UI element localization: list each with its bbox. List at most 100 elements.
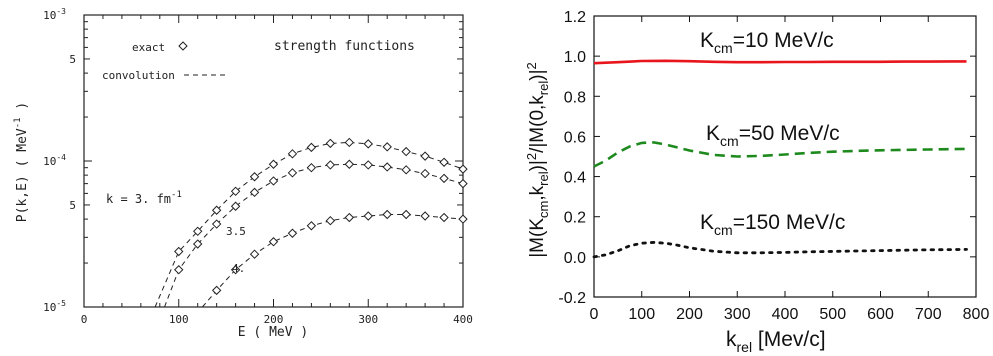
left-data-point <box>363 139 373 149</box>
right-x-tick-label: 100 <box>628 306 655 323</box>
left-data-point <box>268 159 279 169</box>
right-x-tick-label: 300 <box>724 306 751 323</box>
right-y-tick-label: 0.8 <box>564 89 586 106</box>
left-data-point <box>306 221 317 231</box>
right-y-tick-label: 0.4 <box>564 170 586 187</box>
right-plot-frame <box>593 15 977 298</box>
left-data-point <box>287 228 298 238</box>
left-y-axis-label: P(k,E) ( MeV-1 ) <box>13 102 30 222</box>
left-legend: exact convolution <box>102 41 228 82</box>
left-x-axis-label: E ( MeV ) <box>238 325 308 340</box>
right-series-line <box>593 141 967 168</box>
left-data-point <box>363 211 373 221</box>
left-data-point <box>325 138 336 149</box>
left-data-point <box>249 172 260 182</box>
left-fit-curve <box>164 163 464 308</box>
left-data-point <box>344 137 355 148</box>
left-data-point <box>401 146 411 157</box>
left-chart: 0 100 200 300 400 10-5 5 10-4 5 10-3 strength fu… <box>13 7 473 340</box>
left-data-point <box>306 162 317 173</box>
left-y-tick-label: 10-4 <box>43 153 66 168</box>
left-data-point <box>439 173 449 184</box>
left-data-point <box>249 187 260 198</box>
legend-exact-marker <box>178 41 188 51</box>
right-x-tick-labels: 0 100 200 300 400 500 600 700 800 <box>590 306 990 323</box>
left-data-point <box>174 246 184 257</box>
left-data-point <box>401 165 411 175</box>
left-chart-title: strength functions <box>274 39 415 54</box>
curve-label-4: 4. <box>232 262 245 275</box>
right-series-line <box>593 59 967 65</box>
left-x-tick-label: 400 <box>453 313 473 326</box>
left-data-point <box>211 205 222 215</box>
left-data-point <box>249 249 260 259</box>
right-x-tick-label: 600 <box>867 306 894 323</box>
right-x-tick-label: 700 <box>915 306 942 323</box>
left-data-point <box>382 209 392 220</box>
left-data-point <box>211 219 222 229</box>
left-x-tick-label: 100 <box>169 313 189 326</box>
right-axis-ticks <box>593 15 977 298</box>
right-chart: 0 100 200 300 400 500 600 700 800 -0.2 0.0 0.2 0.4 0… <box>524 9 989 355</box>
left-x-tick-labels: 0 100 200 300 400 <box>81 313 473 326</box>
left-data-point <box>325 160 336 170</box>
series-label-kcm-50: Kcm=50 MeV/c <box>706 122 840 149</box>
legend-convolution-label: convolution <box>102 69 175 82</box>
right-y-tick-label: 0.0 <box>564 250 586 267</box>
left-data-point <box>306 142 317 153</box>
left-data-point <box>420 168 430 179</box>
left-data-point <box>268 176 279 186</box>
left-y-tick-label: 5 <box>69 53 76 66</box>
left-data-point <box>211 285 222 296</box>
left-data-point <box>192 226 203 237</box>
left-y-tick-label: 10-5 <box>43 299 66 314</box>
left-data-point <box>287 168 298 178</box>
right-y-tick-labels: -0.2 0.0 0.2 0.4 0.6 0.8 1.0 1.2 <box>558 9 586 307</box>
right-y-tick-label: 0.6 <box>564 129 586 146</box>
left-data-point <box>439 157 449 167</box>
left-annotation: k = 3. fm-1 <box>106 190 182 206</box>
left-data-point <box>458 178 468 189</box>
left-data-point <box>230 201 241 211</box>
right-series-line <box>592 240 968 259</box>
left-x-tick-label: 300 <box>358 313 378 326</box>
left-fit-curve <box>154 141 464 308</box>
left-data-point <box>420 151 430 161</box>
right-x-tick-label: 400 <box>772 306 799 323</box>
left-data-point <box>174 265 184 275</box>
left-data-point <box>458 214 468 224</box>
left-data-point <box>230 265 241 275</box>
left-data-point <box>325 215 336 226</box>
left-axis-ticks <box>83 15 464 308</box>
left-data-point <box>268 237 279 247</box>
series-label-kcm-10: Kcm=10 MeV/c <box>700 29 834 56</box>
left-data-point <box>458 164 468 174</box>
left-data-point <box>230 186 241 197</box>
left-data-point <box>192 239 203 249</box>
legend-exact-label: exact <box>132 41 165 54</box>
left-y-tick-label: 5 <box>69 199 76 212</box>
curve-label-3-5: 3.5 <box>226 225 246 238</box>
right-y-axis-label: |M(Kcm,krel)|2/|M(0,krel)|2 <box>524 62 551 258</box>
left-data-point <box>420 211 430 221</box>
left-data-points <box>174 137 468 296</box>
right-x-axis-label: krel [Mev/c] <box>726 328 826 355</box>
right-series-lines <box>592 59 968 259</box>
left-data-point <box>401 209 411 220</box>
left-data-point <box>287 149 298 159</box>
right-x-tick-label: 500 <box>819 306 846 323</box>
left-y-tick-label: 10-3 <box>43 7 66 22</box>
left-data-point <box>344 159 355 169</box>
right-y-tick-label: 1.2 <box>564 9 586 26</box>
right-y-tick-label: -0.2 <box>558 290 586 307</box>
left-data-point <box>363 160 373 170</box>
right-x-tick-label: 0 <box>590 306 599 323</box>
left-y-tick-labels: 10-5 5 10-4 5 10-3 <box>43 7 76 314</box>
left-data-point <box>382 142 392 152</box>
right-y-tick-label: 0.2 <box>564 210 586 227</box>
left-x-tick-label: 0 <box>81 313 88 326</box>
left-x-tick-label: 200 <box>264 313 284 326</box>
series-label-kcm-150: Kcm=150 MeV/c <box>700 211 845 238</box>
right-y-tick-label: 1.0 <box>564 49 586 66</box>
